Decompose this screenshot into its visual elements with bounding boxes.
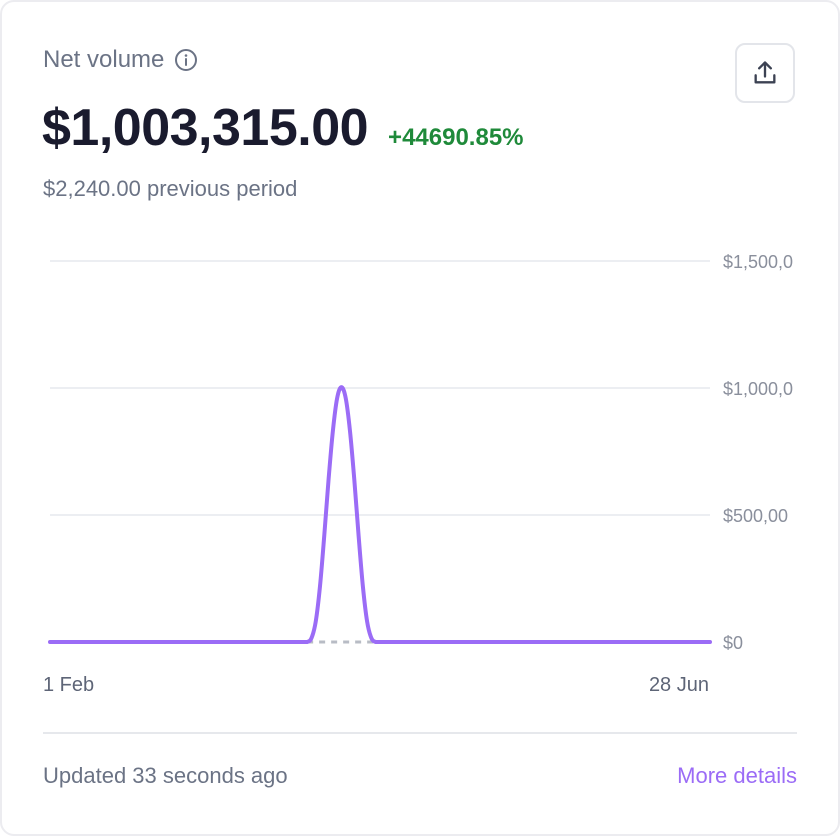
x-axis-start-label: 1 Feb [43,674,95,696]
y-tick-label: $500,00 [723,506,788,526]
series-line [48,385,712,644]
change-percentage: +44690.85% [388,124,524,151]
info-icon[interactable] [174,48,198,72]
updated-timestamp: Updated 33 seconds ago [43,763,288,788]
net-volume-chart: $1,500,0 $1,000,0 $500,00 $0 [48,252,793,653]
y-tick-label: $1,000,0 [723,379,793,399]
previous-period: $2,240.00 previous period [43,176,298,201]
x-axis-end-label: 28 Jun [648,674,709,696]
footer-divider [43,732,797,734]
y-tick-label: $1,500,0 [723,252,793,272]
more-details-link[interactable]: More details [677,763,797,788]
card-title: Net volume [43,46,165,73]
net-volume-amount: $1,003,315.00 [42,99,369,157]
card-header: Net volume [43,46,198,74]
export-icon [754,61,776,84]
amount-row: $1,003,315.00 +44690.85% [42,98,524,158]
export-button[interactable] [735,43,795,103]
y-tick-label: $0 [723,633,743,653]
